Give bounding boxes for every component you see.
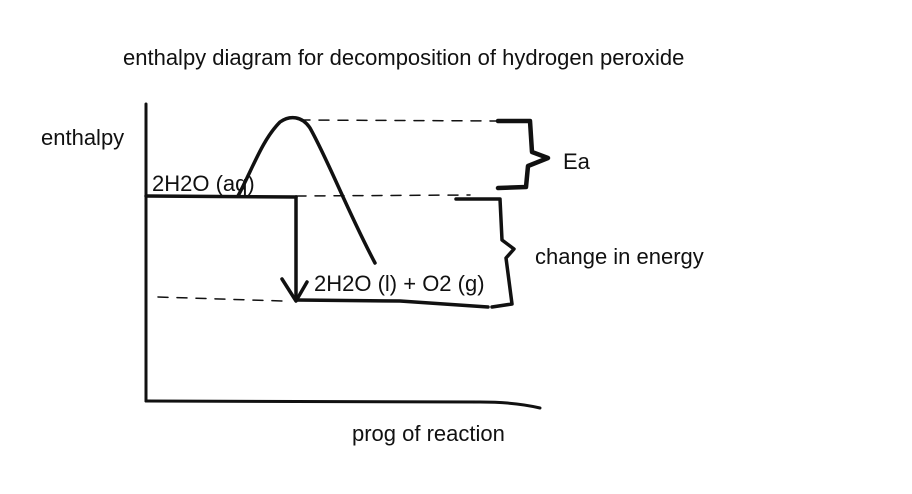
x-axis-label: prog of reaction	[352, 421, 505, 446]
energy-change-brace	[454, 197, 516, 309]
peak-guide-dashed	[299, 119, 501, 122]
reactant-level	[144, 194, 298, 199]
x-axis	[144, 399, 542, 410]
energy-change-label: change in energy	[535, 244, 704, 269]
reactant-guide-dashed	[295, 194, 471, 197]
y-axis-label: enthalpy	[41, 125, 125, 150]
ea-brace	[495, 118, 551, 191]
activation-energy-curve	[236, 115, 377, 265]
product-level	[294, 298, 490, 309]
reactant-label: 2H2O (aq)	[152, 171, 255, 196]
page-title: enthalpy diagram for decomposition of hy…	[123, 45, 685, 70]
product-guide-dashed	[157, 296, 283, 302]
product-label: 2H2O (l) + O2 (g)	[314, 271, 485, 296]
activation-energy-label: Ea	[563, 149, 590, 174]
